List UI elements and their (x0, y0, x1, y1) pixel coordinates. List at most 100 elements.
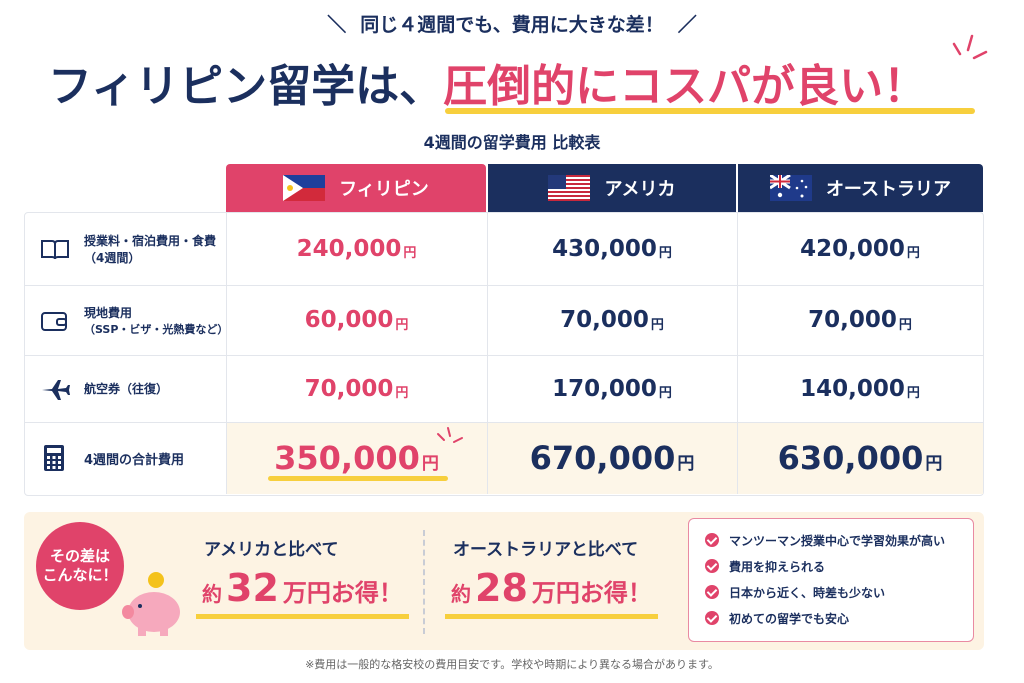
saving-suffix: 万円お得！ (531, 579, 652, 607)
total-bg (226, 422, 983, 494)
piggy (122, 572, 180, 636)
row-label-text: 航空券（往復） (84, 382, 169, 396)
amount: 630,000 (777, 439, 924, 477)
row-label: 航空券（往復） (24, 355, 226, 422)
column-header: フィリピン (226, 164, 486, 212)
tagline: 同じ４週間でも、費用に大きな差！ (360, 13, 664, 36)
col-line (226, 212, 227, 494)
row-line (24, 422, 983, 423)
amount: 70,000 (560, 307, 649, 333)
cost-cell: 430,000 円 (487, 212, 737, 285)
column-label: フィリピン (339, 179, 429, 200)
column-header: オーストラリア (738, 164, 983, 212)
row-label: 授業料・宿泊費用・食費 （4週間） (24, 212, 226, 285)
check-icon (705, 533, 719, 547)
plane-icon (42, 379, 70, 400)
badge: その差は こんなに！ (36, 522, 124, 610)
unit: 円 (658, 386, 672, 401)
check-icon (705, 559, 719, 573)
cost-cell: 350,000 円 (226, 422, 487, 494)
amount: 350,000 (274, 439, 420, 477)
unit: 円 (650, 317, 664, 333)
benefit: 日本から近く、時差も少ない (705, 579, 973, 605)
comparison-label: オーストラリアと比べて (453, 540, 639, 560)
amount: 70,000 (304, 375, 394, 402)
column-label: アメリカ (604, 179, 676, 200)
amount: 140,000 (800, 375, 905, 402)
saving: 約 28 万円お得！ (445, 566, 658, 619)
row-label-text: 現地費用 (84, 305, 133, 320)
cost-cell: 140,000 円 (737, 355, 983, 422)
sparkle (952, 34, 988, 60)
cost-cell: 630,000 円 (737, 422, 983, 494)
benefit: 費用を抑えられる (705, 553, 973, 579)
subtitle: 4週間の留学費用 比較表 (423, 133, 601, 152)
benefit-text: 費用を抑えられる (729, 559, 826, 574)
flag-ph (283, 175, 326, 201)
badge-line: こんなに！ (42, 566, 118, 584)
flag-us (548, 175, 591, 201)
benefit: マンツーマン授業中心で学習効果が高い (705, 527, 973, 553)
saving-suffix: 万円お得！ (282, 579, 403, 607)
amount: 60,000 (304, 307, 394, 333)
total-underline (268, 476, 448, 481)
benefit-text: マンツーマン授業中心で学習効果が高い (729, 533, 946, 548)
cost-cell: 70,000 円 (226, 355, 487, 422)
saving-prefix: 約 (202, 582, 222, 606)
check-icon (705, 585, 719, 599)
comparison-label: アメリカと比べて (204, 540, 339, 560)
cost-cell: 420,000 円 (737, 212, 983, 285)
unit: 円 (906, 386, 920, 401)
amount: 420,000 (800, 235, 905, 262)
amount: 430,000 (552, 235, 657, 262)
cost-cell: 240,000 円 (226, 212, 487, 285)
unit: 円 (403, 246, 417, 261)
saving-amount: 28 (475, 566, 528, 610)
unit: 円 (658, 246, 672, 261)
unit: 円 (395, 386, 409, 401)
underline (445, 108, 975, 114)
title-part1: フィリピン留学は、 (48, 61, 444, 112)
tagline-row: ＼ 同じ４週間でも、費用に大きな差！／ (0, 8, 1024, 38)
wallet-icon (41, 312, 67, 331)
unit: 円 (925, 453, 943, 474)
saving: 約 32 万円お得！ (196, 566, 409, 619)
benefits-box: マンツーマン授業中心で学習効果が高い 費用を抑えられる日本から近く、時差も少ない初… (688, 518, 974, 642)
row-sublabel: （4週間） (84, 250, 141, 265)
flag-au (769, 175, 812, 201)
benefit: 初めての留学でも安心 (705, 605, 973, 631)
cost-cell: 670,000 円 (487, 422, 737, 494)
sparkle (437, 427, 463, 443)
calc-icon (44, 445, 64, 471)
check-icon (705, 611, 719, 625)
row-sublabel: （SSP・ビザ・光熱費など） (84, 322, 229, 336)
col-line (487, 212, 488, 494)
column-label: オーストラリア (825, 179, 952, 200)
unit: 円 (421, 453, 439, 474)
cost-cell: 60,000 円 (226, 285, 487, 355)
unit: 円 (906, 246, 920, 261)
unit: 円 (395, 317, 409, 333)
unit: 円 (898, 317, 912, 333)
total-label: 4週間の合計費用 (84, 452, 185, 468)
row-label-text: 授業料・宿泊費用・食費 (84, 233, 217, 248)
amount: 670,000 (529, 439, 676, 477)
row-line (24, 355, 983, 356)
title-part2: 圧倒的にコスパが良い！ (443, 61, 928, 112)
amount: 70,000 (808, 307, 897, 333)
title: フィリピン留学は、 圧倒的にコスパが良い！ (48, 52, 988, 112)
unit: 円 (677, 453, 695, 474)
amount: 170,000 (552, 375, 657, 402)
row-label: 現地費用 （SSP・ビザ・光熱費など） (24, 285, 229, 355)
table-frame (24, 212, 984, 496)
footnote: ※費用は一般的な格安校の費用目安です。学校や時期により異なる場合があります。 (305, 658, 719, 671)
cost-cell: 70,000 円 (737, 285, 983, 355)
book-icon (41, 239, 69, 259)
cost-cell: 170,000 円 (487, 355, 737, 422)
column-header: アメリカ (488, 164, 736, 212)
benefit-text: 日本から近く、時差も少ない (729, 585, 886, 600)
saving-prefix: 約 (451, 582, 471, 606)
cost-cell: 70,000 円 (487, 285, 737, 355)
divider (423, 530, 425, 634)
